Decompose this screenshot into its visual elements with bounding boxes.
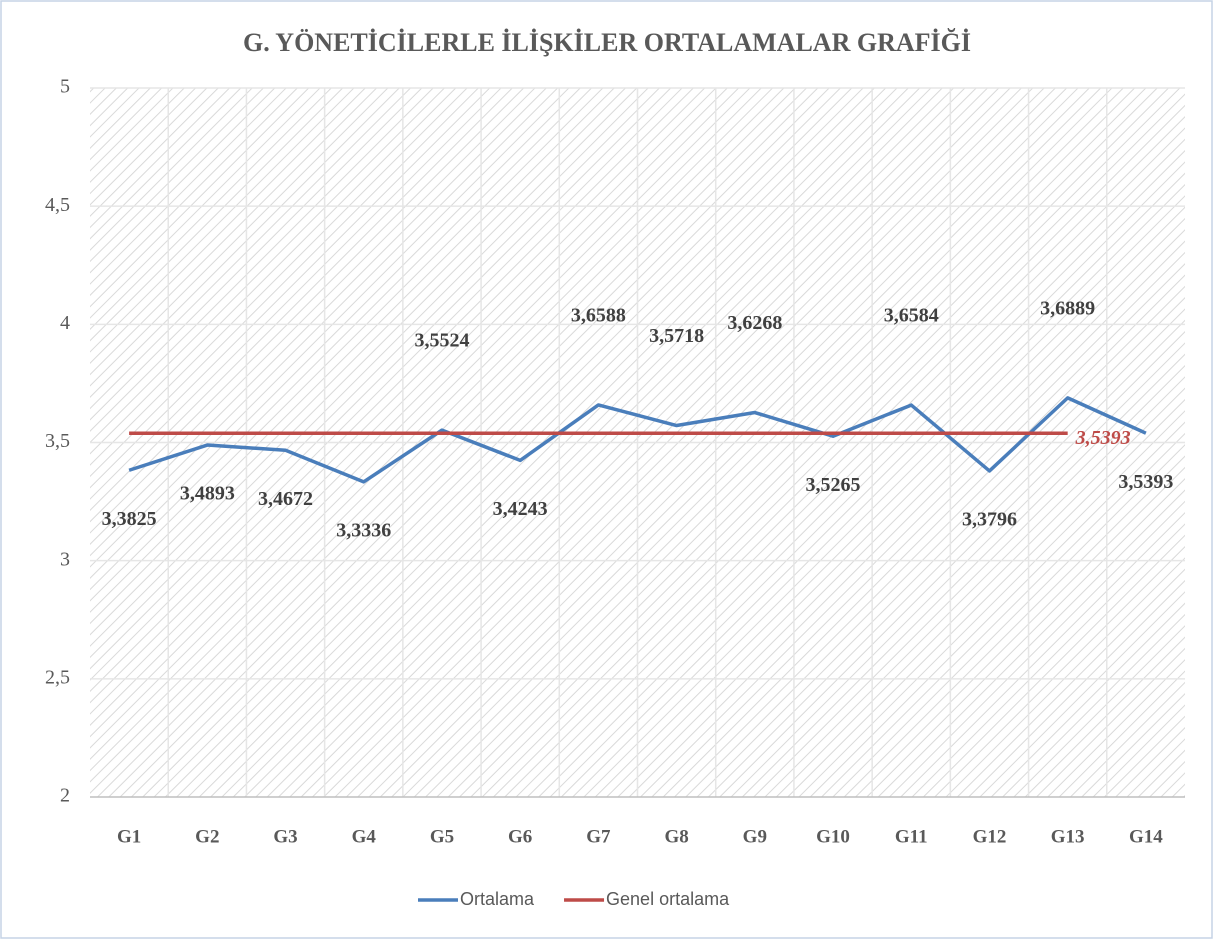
data-label: 3,3336 [336, 519, 391, 541]
data-label: 3,4243 [493, 498, 548, 520]
y-tick-label: 3,5 [45, 430, 70, 452]
data-label: 3,6268 [727, 312, 782, 334]
chart-title: G. YÖNETİCİLERLE İLİŞKİLER ORTALAMALAR G… [243, 28, 971, 57]
x-tick-label: G5 [430, 826, 454, 847]
x-tick-label: G13 [1051, 826, 1085, 847]
y-tick-label: 2 [60, 785, 70, 807]
data-label: 3,6584 [884, 305, 939, 327]
x-tick-label: G14 [1129, 826, 1163, 847]
data-label: 3,4893 [180, 483, 235, 505]
y-tick-label: 4 [60, 312, 70, 334]
data-label: 3,5393 [1118, 471, 1173, 493]
x-tick-label: G6 [508, 826, 532, 847]
x-tick-label: G3 [273, 826, 297, 847]
data-label: 3,6588 [571, 305, 626, 327]
series-line [128, 396, 1147, 484]
x-tick-label: G4 [352, 826, 377, 847]
x-tick-label: G12 [973, 826, 1007, 847]
data-label: 3,5393 [1075, 427, 1131, 449]
x-tick-label: G7 [586, 826, 611, 847]
data-label: 3,4672 [258, 488, 313, 510]
data-label: 3,3825 [102, 508, 157, 530]
x-tick-label: G11 [895, 826, 928, 847]
y-tick-label: 2,5 [45, 666, 70, 688]
x-tick-label: G8 [664, 826, 688, 847]
x-tick-label: G10 [816, 826, 850, 847]
legend-label: Genel ortalama [606, 889, 730, 909]
legend-label: Ortalama [460, 889, 535, 909]
data-label: 3,3796 [962, 509, 1017, 531]
data-label: 3,5524 [414, 330, 469, 352]
y-tick-label: 4,5 [45, 194, 70, 216]
x-tick-label: G1 [117, 826, 141, 847]
data-label: 3,6889 [1040, 297, 1095, 319]
x-tick-label: G2 [195, 826, 219, 847]
data-label: 3,5718 [649, 325, 704, 347]
x-tick-label: G9 [743, 826, 767, 847]
y-tick-label: 5 [60, 76, 70, 98]
y-tick-label: 3 [60, 548, 70, 570]
data-label: 3,5265 [806, 474, 861, 496]
